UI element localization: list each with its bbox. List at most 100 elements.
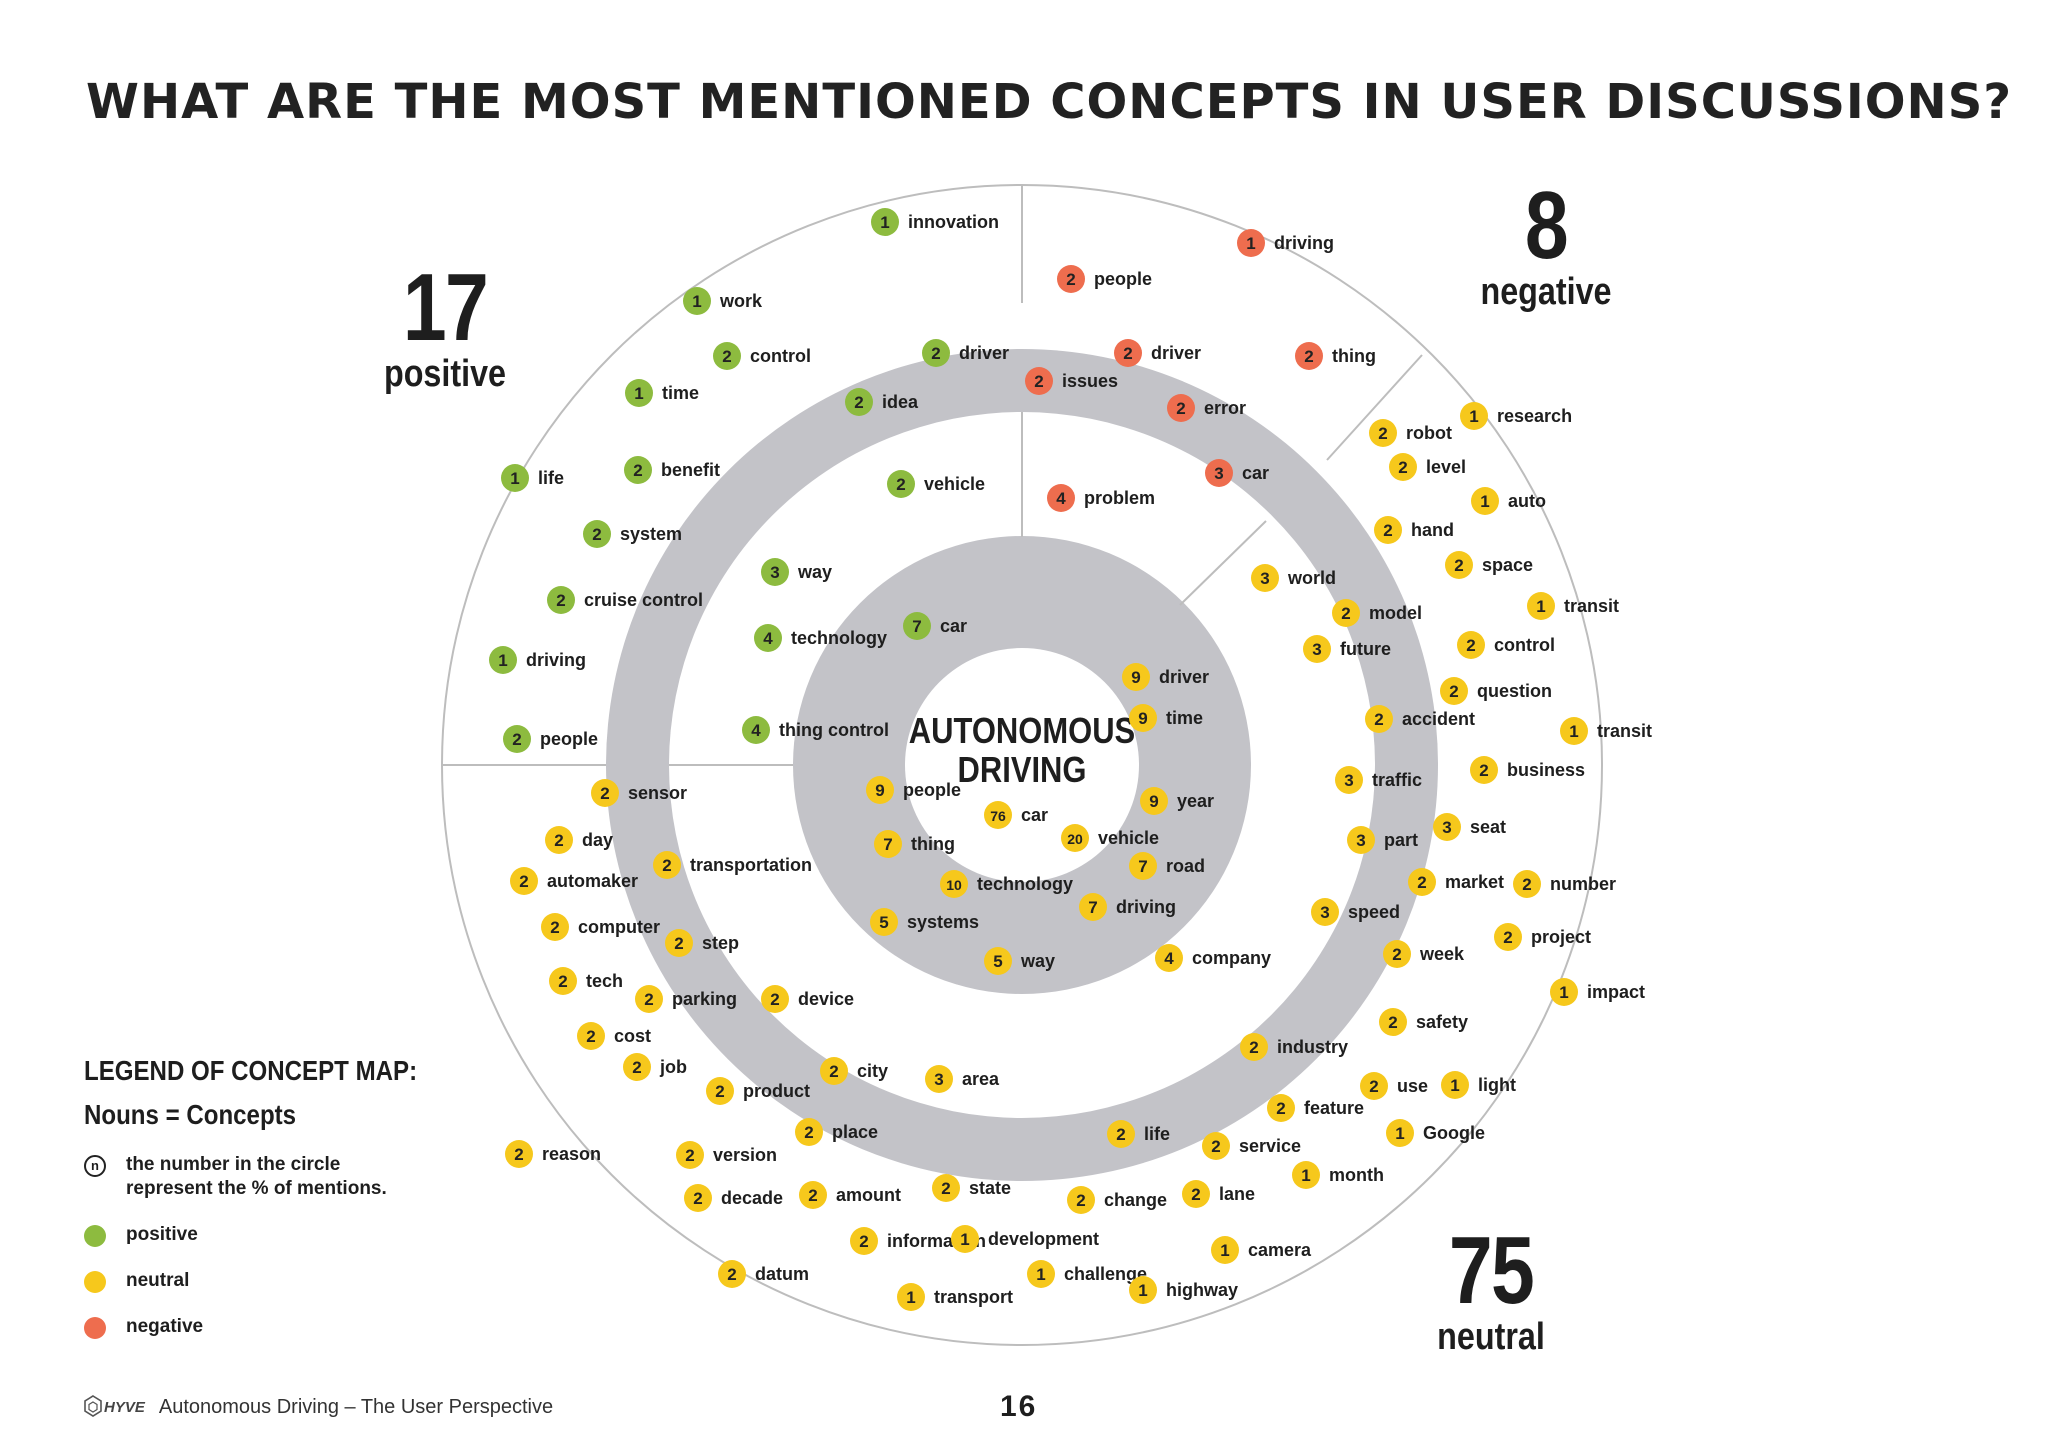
concept-part-neutral: 3 part [1347, 826, 1418, 854]
legend: LEGEND OF CONCEPT MAP: Nouns = Concepts … [84, 1055, 544, 1339]
concept-percent: 1 [1536, 597, 1545, 616]
concept-percent: 9 [1138, 709, 1147, 728]
concept-label: way [1020, 951, 1055, 971]
concept-label: month [1329, 1165, 1384, 1185]
concept-speed-neutral: 3 speed [1311, 898, 1400, 926]
concept-thing-control-positive: 4 thing control [742, 716, 889, 744]
concept-transportation-neutral: 2 transportation [653, 851, 812, 879]
concept-light-neutral: 1 light [1441, 1071, 1516, 1099]
concept-marker [1140, 787, 1168, 815]
concept-time-neutral: 9 time [1129, 704, 1203, 732]
concept-label: people [540, 729, 598, 749]
concept-percent: 2 [662, 856, 671, 875]
concept-percent: 1 [1469, 407, 1478, 426]
positive-count: 17 positive [345, 260, 545, 395]
concept-percent: 1 [1036, 1265, 1045, 1284]
concept-percent: 2 [808, 1186, 817, 1205]
concept-level-neutral: 2 level [1389, 453, 1466, 481]
concept-percent: 9 [875, 781, 884, 800]
concept-people-negative: 2 people [1057, 265, 1152, 293]
concept-marker [718, 1260, 746, 1288]
neutral-count: 75 neutral [1391, 1223, 1591, 1358]
concept-percent: 3 [1344, 771, 1353, 790]
concept-percent: 4 [1056, 489, 1066, 508]
legend-item-label: neutral [126, 1270, 190, 1291]
concept-marker [1267, 1094, 1295, 1122]
concept-label: thing [911, 834, 955, 854]
concept-driver-positive: 2 driver [922, 339, 1009, 367]
concept-highway-neutral: 1 highway [1129, 1276, 1238, 1304]
concept-marker [623, 1053, 651, 1081]
concept-driving-positive: 1 driving [489, 646, 586, 674]
concept-marker [850, 1227, 878, 1255]
concept-percent: 7 [883, 835, 892, 854]
concept-percent: 2 [1392, 945, 1401, 964]
positive-dot-icon [84, 1225, 106, 1247]
concept-marker [1129, 1276, 1157, 1304]
negative-dot-icon [84, 1317, 106, 1339]
concept-percent: 1 [1246, 234, 1255, 253]
concept-percent: 2 [727, 1265, 736, 1284]
concept-percent: 2 [804, 1123, 813, 1142]
concept-marker [874, 830, 902, 858]
concept-label: space [1482, 555, 1533, 575]
concept-marker [845, 388, 873, 416]
concept-marker [1067, 1186, 1095, 1214]
neutral-dot-icon [84, 1271, 106, 1293]
concept-label: vehicle [924, 474, 985, 494]
concept-future-neutral: 3 future [1303, 635, 1391, 663]
concept-year-neutral: 9 year [1140, 787, 1214, 815]
concept-place-neutral: 2 place [795, 1118, 878, 1146]
concept-label: time [662, 383, 699, 403]
concept-label: way [797, 562, 832, 582]
concept-people-positive: 2 people [503, 725, 598, 753]
concept-percent: 2 [931, 344, 940, 363]
concept-percent: 2 [770, 990, 779, 1009]
concept-marker [1460, 402, 1488, 430]
concept-transit-neutral: 1 transit [1560, 717, 1652, 745]
concept-label: life [538, 468, 564, 488]
concept-percent: 3 [1356, 831, 1365, 850]
concept-marker [1374, 516, 1402, 544]
legend-title: LEGEND OF CONCEPT MAP: [84, 1055, 418, 1086]
concept-marker [1365, 705, 1393, 733]
hyve-logo-icon [84, 1395, 102, 1417]
concept-day-neutral: 2 day [545, 826, 613, 854]
concept-marker [1360, 1072, 1388, 1100]
concept-label: transportation [690, 855, 812, 875]
concept-cost-neutral: 2 cost [577, 1022, 651, 1050]
page-title: WHAT ARE THE MOST MENTIONED CONCEPTS IN … [86, 74, 2013, 130]
concept-marker [547, 586, 575, 614]
concept-marker [713, 342, 741, 370]
divider-right-upper-inner [1179, 520, 1267, 606]
concept-marker [1494, 923, 1522, 951]
concept-label: people [903, 780, 961, 800]
concept-marker [761, 985, 789, 1013]
concept-label: road [1166, 856, 1205, 876]
concept-label: auto [1508, 491, 1546, 511]
concept-marker [1237, 229, 1265, 257]
concept-percent: 2 [1369, 1077, 1378, 1096]
concept-marker [684, 1184, 712, 1212]
concept-marker [1129, 852, 1157, 880]
concept-computer-neutral: 2 computer [541, 913, 660, 941]
concept-people-neutral: 9 people [866, 776, 961, 804]
concept-label: transit [1597, 721, 1652, 741]
concept-percent: 2 [854, 393, 863, 412]
concept-percent: 3 [1312, 640, 1321, 659]
concept-marker [635, 985, 663, 1013]
negative-count-label: negative [1480, 271, 1612, 313]
concept-marker [1457, 631, 1485, 659]
concept-label: technology [977, 874, 1073, 894]
concept-percent: 1 [906, 1288, 915, 1307]
concept-marker [503, 725, 531, 753]
concept-thing-neutral: 7 thing [874, 830, 955, 858]
concept-percent: 2 [1076, 1191, 1085, 1210]
concept-marker [706, 1077, 734, 1105]
concept-label: use [1397, 1076, 1428, 1096]
concept-world-neutral: 3 world [1251, 564, 1336, 592]
concept-marker [583, 520, 611, 548]
concept-marker [653, 851, 681, 879]
concept-percent: 2 [600, 784, 609, 803]
concept-label: market [1445, 872, 1504, 892]
